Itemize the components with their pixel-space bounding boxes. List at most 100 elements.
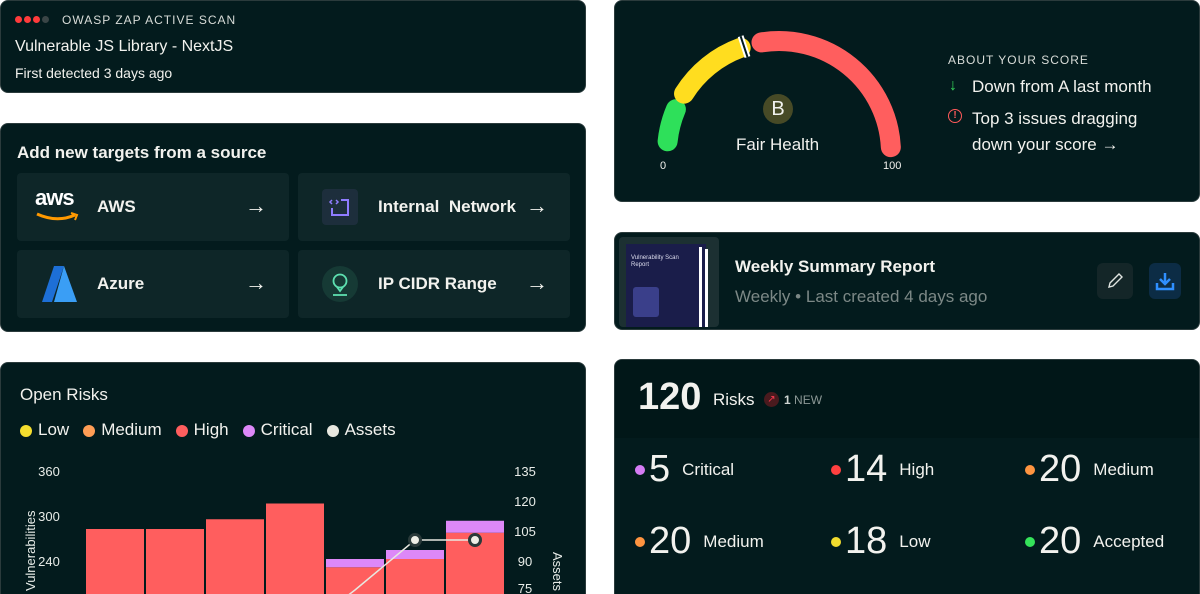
bar-high[interactable] bbox=[146, 529, 204, 594]
risks-summary-card: 120 Risks ↗ 1 NEW 5 Critical 14 High 20 Mediu… bbox=[614, 359, 1200, 594]
scan-title[interactable]: Vulnerable JS Library - NextJS bbox=[15, 38, 234, 55]
y-tick: 240 bbox=[38, 554, 60, 569]
bar-critical[interactable] bbox=[446, 520, 504, 533]
bar-critical[interactable] bbox=[386, 550, 444, 559]
score-marker bbox=[739, 35, 749, 58]
gauge-min: 0 bbox=[660, 160, 667, 172]
severity-dot bbox=[24, 16, 31, 23]
legend-dot bbox=[20, 424, 32, 437]
risk-stat-medium[interactable]: 20 Medium bbox=[1025, 448, 1154, 491]
code-bracket-icon bbox=[322, 189, 358, 225]
risk-stat-medium[interactable]: 20 Medium bbox=[635, 520, 764, 563]
azure-logo bbox=[42, 266, 77, 302]
arrow-right-icon: → bbox=[526, 193, 548, 218]
issues-link[interactable]: Top 3 issues dragging down your score → bbox=[972, 106, 1137, 158]
stat-name: Low bbox=[899, 531, 931, 551]
issues-line1: Top 3 issues dragging bbox=[972, 109, 1138, 128]
score-gauge bbox=[657, 31, 901, 158]
assets-point[interactable] bbox=[468, 533, 482, 547]
chart-legend: Low Medium High Critical Assets bbox=[20, 420, 410, 440]
health-label: Fair Health bbox=[736, 135, 820, 154]
report-thumbnail: Vulnerability Scan Report bbox=[619, 237, 719, 327]
legend-label: Low bbox=[38, 420, 70, 439]
gauge-segment-mid bbox=[674, 37, 751, 104]
bar-high[interactable] bbox=[266, 503, 324, 594]
severity-dot bbox=[831, 536, 841, 547]
risks-total: 120 bbox=[638, 376, 702, 418]
stat-value: 20 bbox=[649, 520, 692, 562]
stat-value: 18 bbox=[845, 520, 888, 562]
targets-title: Add new targets from a source bbox=[17, 143, 267, 162]
stat-name: Critical bbox=[682, 459, 735, 479]
stat-value: 14 bbox=[845, 448, 888, 490]
target-internal-network[interactable]: Internal Network → bbox=[298, 173, 570, 241]
target-ip-cidr[interactable]: IP CIDR Range → bbox=[298, 250, 570, 318]
target-aws[interactable]: aws AWS → bbox=[17, 173, 289, 241]
risks-label: Risks bbox=[713, 390, 755, 409]
new-count: 1 NEW bbox=[784, 393, 822, 407]
legend-item-low[interactable]: Low bbox=[20, 420, 69, 440]
severity-dots bbox=[15, 16, 49, 23]
location-pin-icon bbox=[322, 266, 358, 302]
chart-plot: 360 300 240 135 120 105 90 75 Vulnerabilities Ass… bbox=[23, 464, 565, 594]
separator: • bbox=[795, 287, 802, 306]
severity-dot bbox=[831, 464, 841, 475]
stat-value: 20 bbox=[1039, 448, 1082, 490]
report-title: Weekly Summary Report bbox=[735, 257, 935, 276]
y2-tick: 105 bbox=[514, 524, 536, 539]
assets-point[interactable] bbox=[408, 533, 422, 547]
legend-item-critical[interactable]: Critical bbox=[242, 420, 313, 440]
legend-label: Medium bbox=[101, 420, 162, 439]
alert-octagon-icon: ! bbox=[948, 109, 962, 123]
y-tick: 360 bbox=[38, 464, 60, 479]
score-card: B Fair Health 0 100 ABOUT YOUR SCORE ↓ D… bbox=[614, 0, 1200, 202]
legend-item-medium[interactable]: Medium bbox=[83, 420, 162, 440]
severity-dot bbox=[1025, 464, 1035, 475]
new-label: NEW bbox=[794, 393, 823, 407]
aws-logo: aws bbox=[35, 185, 85, 225]
report-frequency: Weekly bbox=[735, 287, 791, 306]
thumb-title: Vulnerability Scan Report bbox=[631, 255, 679, 268]
bar-high[interactable] bbox=[386, 559, 444, 594]
edit-button[interactable] bbox=[1097, 263, 1133, 299]
stat-value: 5 bbox=[649, 448, 671, 490]
y-axis-label: Vulnerabilities bbox=[23, 510, 38, 591]
new-count-value: 1 bbox=[784, 393, 791, 407]
risk-stat-accepted[interactable]: 20 Accepted bbox=[1025, 520, 1164, 563]
gauge-segment-low bbox=[657, 99, 686, 152]
arrow-right-icon: → bbox=[245, 193, 267, 218]
arrow-down-icon: ↓ bbox=[949, 77, 957, 94]
gauge-segment-high bbox=[751, 31, 901, 158]
risks-header: 120 Risks ↗ 1 NEW bbox=[615, 360, 1199, 438]
scan-detected: First detected 3 days ago bbox=[15, 65, 173, 81]
trend-up-icon: ↗ bbox=[764, 392, 779, 407]
severity-dot bbox=[635, 464, 645, 475]
legend-label: Critical bbox=[260, 420, 313, 439]
legend-dot bbox=[242, 424, 255, 437]
legend-label: Assets bbox=[344, 420, 396, 439]
bar-high[interactable] bbox=[206, 519, 264, 594]
y2-tick: 135 bbox=[514, 464, 536, 479]
download-icon bbox=[1155, 273, 1175, 291]
bar-critical[interactable] bbox=[326, 559, 384, 568]
risk-stat-high[interactable]: 14 High bbox=[831, 448, 934, 491]
y2-tick: 120 bbox=[514, 494, 536, 509]
y-tick: 300 bbox=[38, 509, 60, 524]
arrow-right-icon: → bbox=[245, 270, 267, 295]
target-label: IP CIDR Range bbox=[378, 274, 497, 293]
scan-alert-card[interactable]: OWASP ZAP ACTIVE SCAN Vulnerable JS Libr… bbox=[0, 0, 586, 93]
legend-label: High bbox=[193, 420, 229, 439]
y2-tick: 75 bbox=[518, 581, 532, 594]
risk-stat-critical[interactable]: 5 Critical bbox=[635, 448, 734, 491]
grade-badge: B bbox=[763, 94, 793, 124]
download-button[interactable] bbox=[1149, 263, 1181, 299]
stat-value: 20 bbox=[1039, 520, 1082, 562]
target-azure[interactable]: Azure → bbox=[17, 250, 289, 318]
legend-item-assets[interactable]: Assets bbox=[326, 420, 396, 440]
legend-item-high[interactable]: High bbox=[175, 420, 229, 440]
bar-high[interactable] bbox=[86, 529, 144, 594]
risk-stat-low[interactable]: 18 Low bbox=[831, 520, 930, 563]
stat-name: Medium bbox=[703, 531, 764, 551]
severity-dot bbox=[1025, 536, 1035, 547]
report-card[interactable]: Vulnerability Scan Report Weekly Summary… bbox=[614, 232, 1200, 330]
